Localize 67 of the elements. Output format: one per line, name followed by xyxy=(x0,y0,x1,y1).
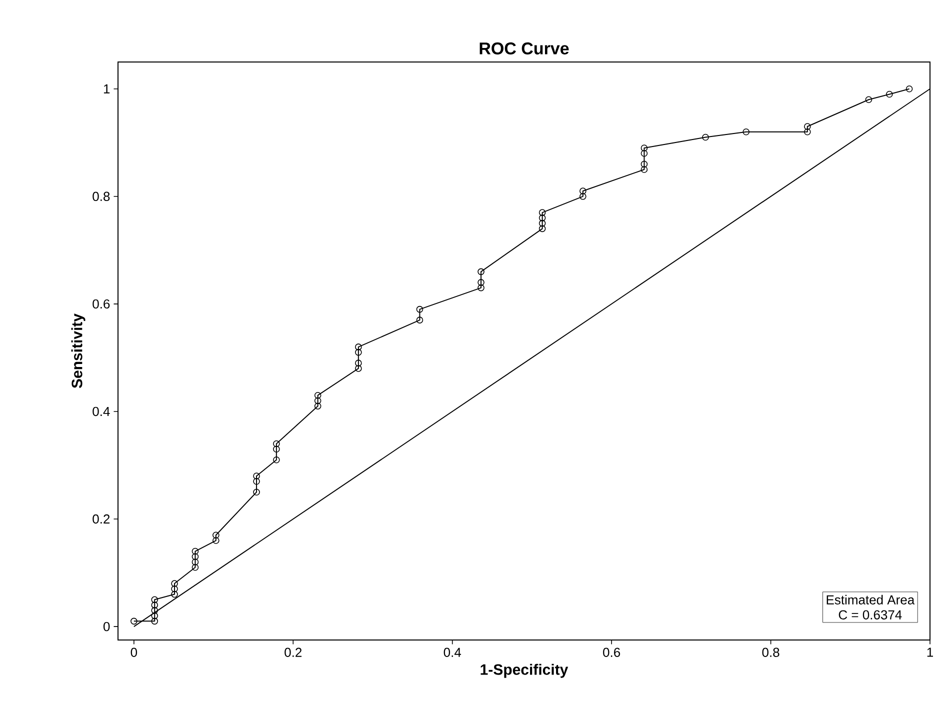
point xyxy=(192,553,199,560)
x-tick-label: 1 xyxy=(927,648,933,657)
point xyxy=(171,590,178,598)
y-tick-label: 0.6 xyxy=(92,299,110,309)
point xyxy=(273,456,280,464)
point xyxy=(640,166,648,173)
point xyxy=(355,365,362,372)
point xyxy=(151,602,158,608)
point xyxy=(886,90,893,98)
point xyxy=(702,134,709,141)
point xyxy=(478,279,484,286)
x-tick-label: 0.6 xyxy=(603,648,620,657)
x-tick-label: 0.8 xyxy=(762,648,780,657)
point xyxy=(253,478,260,485)
point xyxy=(314,392,322,399)
y-tick-label: 0 xyxy=(103,622,110,632)
annotation: Estimated Area xyxy=(826,594,915,604)
point xyxy=(416,316,424,324)
point xyxy=(273,446,280,453)
point xyxy=(865,96,872,104)
point xyxy=(151,612,158,620)
point xyxy=(151,607,158,614)
point xyxy=(355,344,362,350)
y-tick-label: 0.4 xyxy=(92,406,110,416)
point xyxy=(416,306,424,313)
y-tick-label: 1 xyxy=(104,84,110,94)
point xyxy=(580,188,586,194)
point xyxy=(478,268,484,276)
point xyxy=(804,128,811,136)
point xyxy=(151,596,158,604)
point xyxy=(580,193,586,200)
y-tick-label: 0.8 xyxy=(92,192,110,202)
point xyxy=(273,440,280,448)
point xyxy=(640,150,648,157)
point xyxy=(171,580,178,587)
point xyxy=(212,537,220,544)
point xyxy=(538,225,546,232)
point xyxy=(478,284,484,292)
x-axis-title: 1-Specificity xyxy=(480,664,568,678)
annotation: C = 0.6374 xyxy=(838,610,902,620)
point xyxy=(355,348,362,356)
point xyxy=(253,488,260,496)
point xyxy=(640,160,648,168)
point xyxy=(192,558,199,566)
x-tick-label: 0 xyxy=(130,648,138,657)
point xyxy=(314,402,322,410)
chart-title: ROC Curve xyxy=(480,42,569,54)
point xyxy=(640,144,648,152)
y-axis-title: Sensitivity xyxy=(71,314,86,388)
point xyxy=(804,123,811,130)
point xyxy=(171,586,178,592)
point xyxy=(742,128,750,136)
point xyxy=(151,618,158,625)
point xyxy=(130,618,138,625)
point xyxy=(253,472,260,480)
x-tick-label: 0.2 xyxy=(284,648,302,657)
point xyxy=(538,209,546,216)
point xyxy=(906,85,913,92)
point xyxy=(314,397,322,404)
point xyxy=(355,360,362,366)
point xyxy=(192,548,199,555)
point xyxy=(538,220,546,227)
x-tick-label: 0.4 xyxy=(444,648,462,657)
y-tick-label: 0.2 xyxy=(92,514,110,524)
point xyxy=(212,532,220,539)
point xyxy=(538,214,546,222)
point xyxy=(192,564,199,571)
